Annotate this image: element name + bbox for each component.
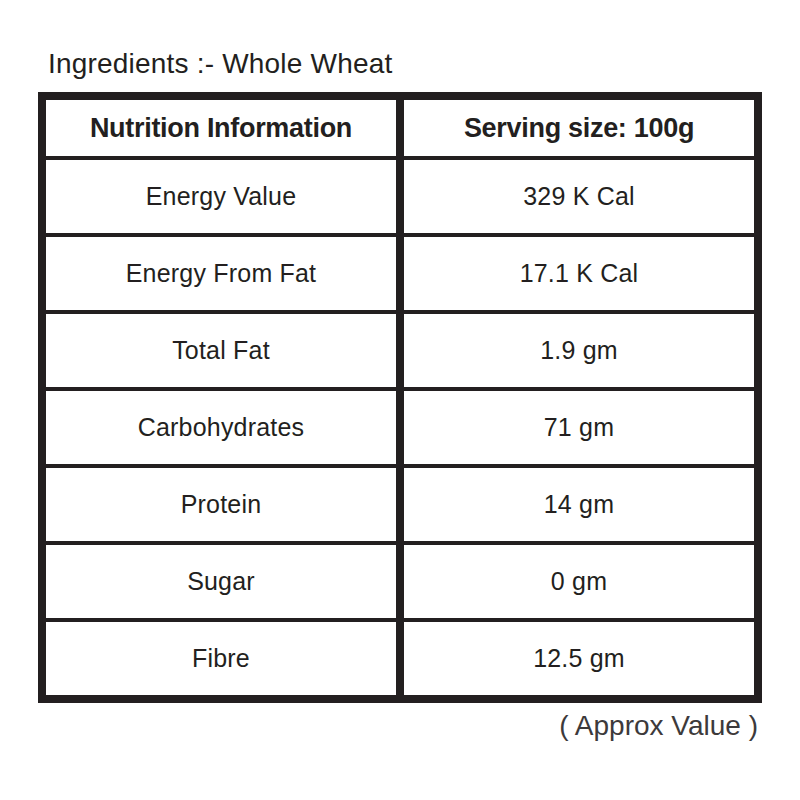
nutrient-value: 0 gm: [400, 543, 758, 620]
nutrition-table: Nutrition Information Serving size: 100g…: [38, 92, 762, 703]
nutrient-value: 12.5 gm: [400, 620, 758, 699]
nutrient-name: Energy Value: [42, 158, 400, 235]
nutrient-value: 71 gm: [400, 389, 758, 466]
table-row: Total Fat 1.9 gm: [42, 312, 758, 389]
approx-value-note: ( Approx Value ): [559, 710, 758, 742]
nutrient-name: Sugar: [42, 543, 400, 620]
nutrient-value: 14 gm: [400, 466, 758, 543]
nutrient-value: 17.1 K Cal: [400, 235, 758, 312]
table-row: Fibre 12.5 gm: [42, 620, 758, 699]
table-row: Energy From Fat 17.1 K Cal: [42, 235, 758, 312]
nutrient-name: Total Fat: [42, 312, 400, 389]
nutrient-name: Fibre: [42, 620, 400, 699]
nutrient-value: 1.9 gm: [400, 312, 758, 389]
ingredients-label: Ingredients :- Whole Wheat: [48, 48, 392, 80]
table-header-row: Nutrition Information Serving size: 100g: [42, 96, 758, 158]
nutrient-name: Energy From Fat: [42, 235, 400, 312]
table-row: Carbohydrates 71 gm: [42, 389, 758, 466]
table-row: Protein 14 gm: [42, 466, 758, 543]
column-header-serving-size: Serving size: 100g: [400, 96, 758, 158]
nutrient-name: Carbohydrates: [42, 389, 400, 466]
table-row: Energy Value 329 K Cal: [42, 158, 758, 235]
nutrient-name: Protein: [42, 466, 400, 543]
column-header-nutrition-information: Nutrition Information: [42, 96, 400, 158]
table-row: Sugar 0 gm: [42, 543, 758, 620]
nutrient-value: 329 K Cal: [400, 158, 758, 235]
